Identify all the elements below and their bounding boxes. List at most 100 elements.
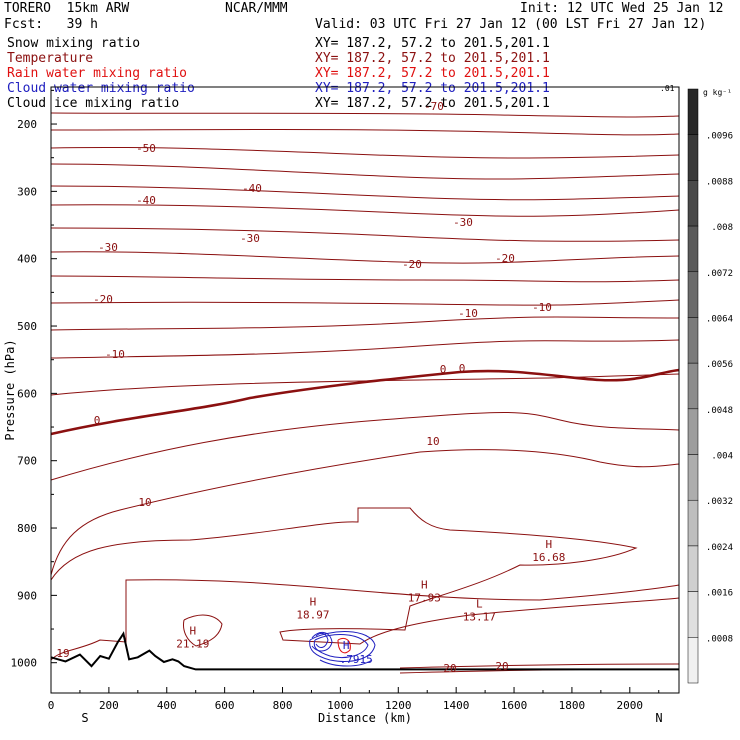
field-xy-snow: XY= 187.2, 57.2 to 201.5,201.1 xyxy=(315,36,550,51)
temperature-contour xyxy=(50,204,680,217)
colorbar-label: .0048 xyxy=(706,406,733,416)
extremum-value: 21.19 xyxy=(176,637,209,650)
x-left-end-label: S xyxy=(81,711,88,725)
forecast-hour: Fcst: 39 h xyxy=(4,17,98,32)
extremum-marker: H xyxy=(545,538,552,551)
temperature-label: 0 xyxy=(459,362,466,375)
temperature-contour xyxy=(50,227,680,242)
temperature-contour xyxy=(399,663,680,669)
colorbar-top-label: .01 xyxy=(660,84,675,93)
temperature-label: -10 xyxy=(458,307,478,320)
extremum-value: 17.93 xyxy=(408,592,441,605)
temperature-label: -30 xyxy=(240,232,260,245)
colorbar-label: .004 xyxy=(711,452,733,462)
center-title: NCAR/MMM xyxy=(225,1,288,16)
field-xy-temperature: XY= 187.2, 57.2 to 201.5,201.1 xyxy=(315,51,550,66)
temperature-contour xyxy=(50,412,680,481)
colorbar-swatch xyxy=(687,317,699,364)
y-tick-label: 800 xyxy=(17,522,37,535)
colorbar-swatch xyxy=(687,408,699,455)
temperature-label: 0 xyxy=(440,363,447,376)
x-tick-label: 2000 xyxy=(617,699,644,712)
y-axis-label: Pressure (hPa) xyxy=(3,339,17,440)
temperature-contour xyxy=(50,368,680,436)
temperature-label: -70 xyxy=(424,100,444,113)
temperature-contour xyxy=(50,112,680,118)
temperature-label: -10 xyxy=(532,301,552,314)
x-tick-label: 400 xyxy=(157,699,177,712)
temperature-label: -40 xyxy=(242,182,262,195)
temperature-contour xyxy=(50,275,680,283)
x-tick-label: 0 xyxy=(48,699,55,712)
temperature-contour xyxy=(50,316,680,331)
x-tick-label: 600 xyxy=(215,699,235,712)
x-tick-label: 1200 xyxy=(385,699,412,712)
extremum-value: 16.68 xyxy=(532,551,565,564)
colorbar-label: .008 xyxy=(711,223,733,233)
y-tick-label: 500 xyxy=(17,320,37,333)
temperature-contour xyxy=(50,373,680,396)
temperature-contour xyxy=(50,251,680,264)
extremum-marker: H xyxy=(310,595,317,608)
extremum-marker: H xyxy=(421,579,428,592)
field-label-rain: Rain water mixing ratio xyxy=(7,66,188,81)
field-label-cloud-ice: Cloud ice mixing ratio xyxy=(7,96,180,111)
temperature-label: 10 xyxy=(138,496,151,509)
y-tick-label: 300 xyxy=(17,185,37,198)
colorbar-swatch xyxy=(687,134,699,181)
x-tick-label: 1800 xyxy=(559,699,586,712)
temperature-contour xyxy=(50,163,680,180)
temperature-label: -20 xyxy=(93,293,113,306)
colorbar-swatch xyxy=(687,88,699,135)
field-label-cloud-water: Cloud water mixing ratio xyxy=(7,81,195,96)
extremum-marker: H xyxy=(343,639,350,652)
extremum-marker: H xyxy=(189,624,196,637)
temperature-label: -40 xyxy=(136,194,156,207)
field-xy-rain: XY= 187.2, 57.2 to 201.5,201.1 xyxy=(315,66,550,81)
temperature-label: 0 xyxy=(94,414,101,427)
colorbar-label: .0088 xyxy=(706,177,733,187)
colorbar-swatch xyxy=(687,362,699,410)
colorbar-label: .0064 xyxy=(706,314,733,324)
colorbar-swatch xyxy=(687,454,699,501)
temperature-contour xyxy=(50,146,680,159)
init-time: Init: 12 UTC Wed 25 Jan 12 xyxy=(520,1,724,16)
temperature-label: -30 xyxy=(98,241,118,254)
colorbar-swatch xyxy=(687,545,699,592)
temperature-label: -30 xyxy=(453,216,473,229)
temperature-contour xyxy=(50,449,680,576)
y-tick-label: 200 xyxy=(17,118,37,131)
extremum-marker: L xyxy=(476,597,483,610)
colorbar-unit: g kg⁻¹ xyxy=(703,88,732,97)
temperature-contour xyxy=(50,339,680,359)
cloud-water-contour xyxy=(313,634,369,659)
temperature-label: -50 xyxy=(136,142,156,155)
y-tick-label: 900 xyxy=(17,589,37,602)
colorbar-swatch xyxy=(687,271,699,318)
colorbar-swatch xyxy=(687,225,699,273)
field-xy-cloud-ice: XY= 187.2, 57.2 to 201.5,201.1 xyxy=(315,96,550,111)
valid-time: Valid: 03 UTC Fri 27 Jan 12 (00 LST Fri … xyxy=(315,17,707,32)
colorbar-swatch xyxy=(687,180,699,227)
colorbar-label: .0008 xyxy=(706,634,733,644)
colorbar-label: .0096 xyxy=(706,132,733,142)
temperature-contour xyxy=(50,507,680,645)
extremum-value: 13.17 xyxy=(463,610,496,623)
plot-frame xyxy=(50,86,680,694)
temperature-label: -20 xyxy=(495,252,515,265)
field-label-snow: Snow mixing ratio xyxy=(7,36,141,51)
field-xy-cloud-water: XY= 187.2, 57.2 to 201.5,201.1 xyxy=(315,81,550,96)
field-label-temperature: Temperature xyxy=(7,51,94,66)
y-tick-label: 700 xyxy=(17,455,37,468)
x-tick-label: 200 xyxy=(99,699,119,712)
temperature-contour xyxy=(50,129,680,136)
colorbar-swatch xyxy=(687,499,699,547)
temperature-label: -10 xyxy=(105,348,125,361)
colorbar-label: .0024 xyxy=(706,543,733,553)
temperature-contour xyxy=(50,299,680,306)
temperature-label: -20 xyxy=(402,258,422,271)
y-tick-label: 1000 xyxy=(11,657,38,670)
rain-water-contour xyxy=(337,637,351,654)
x-tick-label: 1000 xyxy=(327,699,354,712)
